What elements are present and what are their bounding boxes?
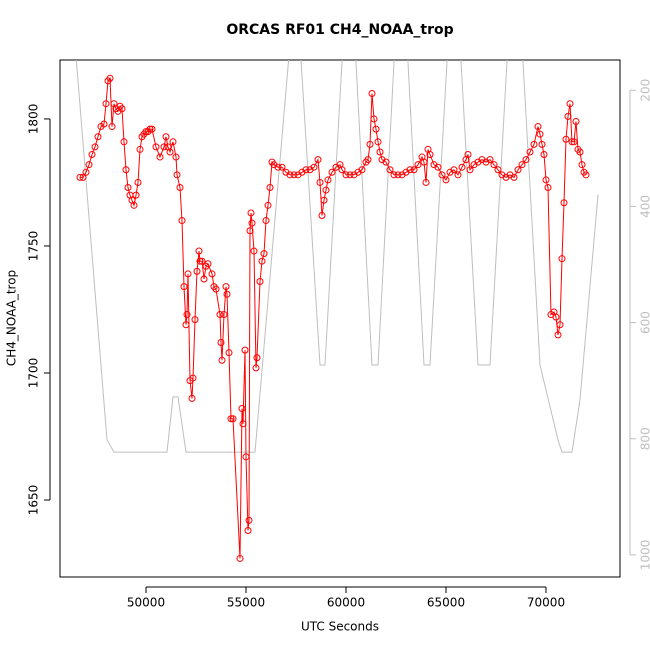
y-tick-label: 1750 bbox=[27, 231, 41, 262]
chart-title: ORCAS RF01 CH4_NOAA_trop bbox=[226, 22, 453, 38]
x-axis-label: UTC Seconds bbox=[301, 620, 379, 634]
y2-tick-label: 800 bbox=[639, 427, 650, 450]
x-tick-label: 70000 bbox=[527, 596, 565, 610]
y2-tick-label: 600 bbox=[639, 311, 650, 334]
y-tick-label: 1650 bbox=[27, 485, 41, 516]
y2-tick-label: 200 bbox=[639, 79, 650, 102]
y-tick-label: 1800 bbox=[27, 104, 41, 135]
y-axis-label: CH4_NOAA_trop bbox=[5, 270, 19, 366]
y2-tick-label: 1000 bbox=[639, 540, 650, 571]
x-tick-label: 65000 bbox=[427, 596, 465, 610]
y2-tick-label: 400 bbox=[639, 195, 650, 218]
x-tick-label: 50000 bbox=[127, 596, 165, 610]
x-tick-label: 55000 bbox=[227, 596, 265, 610]
y-tick-label: 1700 bbox=[27, 358, 41, 389]
x-tick-label: 60000 bbox=[327, 596, 365, 610]
